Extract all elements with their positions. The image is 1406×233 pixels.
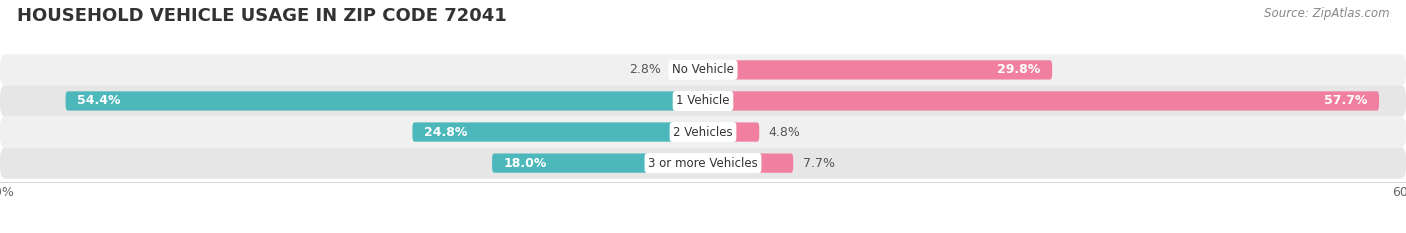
Text: 3 or more Vehicles: 3 or more Vehicles <box>648 157 758 170</box>
FancyBboxPatch shape <box>492 154 703 173</box>
Text: 1 Vehicle: 1 Vehicle <box>676 94 730 107</box>
Text: 54.4%: 54.4% <box>77 94 121 107</box>
FancyBboxPatch shape <box>671 60 703 79</box>
FancyBboxPatch shape <box>66 91 703 111</box>
FancyBboxPatch shape <box>703 60 1052 79</box>
Text: 57.7%: 57.7% <box>1324 94 1367 107</box>
FancyBboxPatch shape <box>703 154 793 173</box>
Text: 4.8%: 4.8% <box>769 126 800 139</box>
Text: No Vehicle: No Vehicle <box>672 63 734 76</box>
Text: 24.8%: 24.8% <box>425 126 468 139</box>
Text: 2 Vehicles: 2 Vehicles <box>673 126 733 139</box>
Text: Source: ZipAtlas.com: Source: ZipAtlas.com <box>1264 7 1389 20</box>
FancyBboxPatch shape <box>0 147 1406 179</box>
Text: 2.8%: 2.8% <box>628 63 661 76</box>
FancyBboxPatch shape <box>703 91 1379 111</box>
Text: 18.0%: 18.0% <box>503 157 547 170</box>
FancyBboxPatch shape <box>0 86 1406 116</box>
FancyBboxPatch shape <box>703 122 759 142</box>
FancyBboxPatch shape <box>412 122 703 142</box>
FancyBboxPatch shape <box>0 54 1406 86</box>
Text: HOUSEHOLD VEHICLE USAGE IN ZIP CODE 72041: HOUSEHOLD VEHICLE USAGE IN ZIP CODE 7204… <box>17 7 506 25</box>
Text: 7.7%: 7.7% <box>803 157 835 170</box>
Text: 29.8%: 29.8% <box>997 63 1040 76</box>
FancyBboxPatch shape <box>0 116 1406 147</box>
